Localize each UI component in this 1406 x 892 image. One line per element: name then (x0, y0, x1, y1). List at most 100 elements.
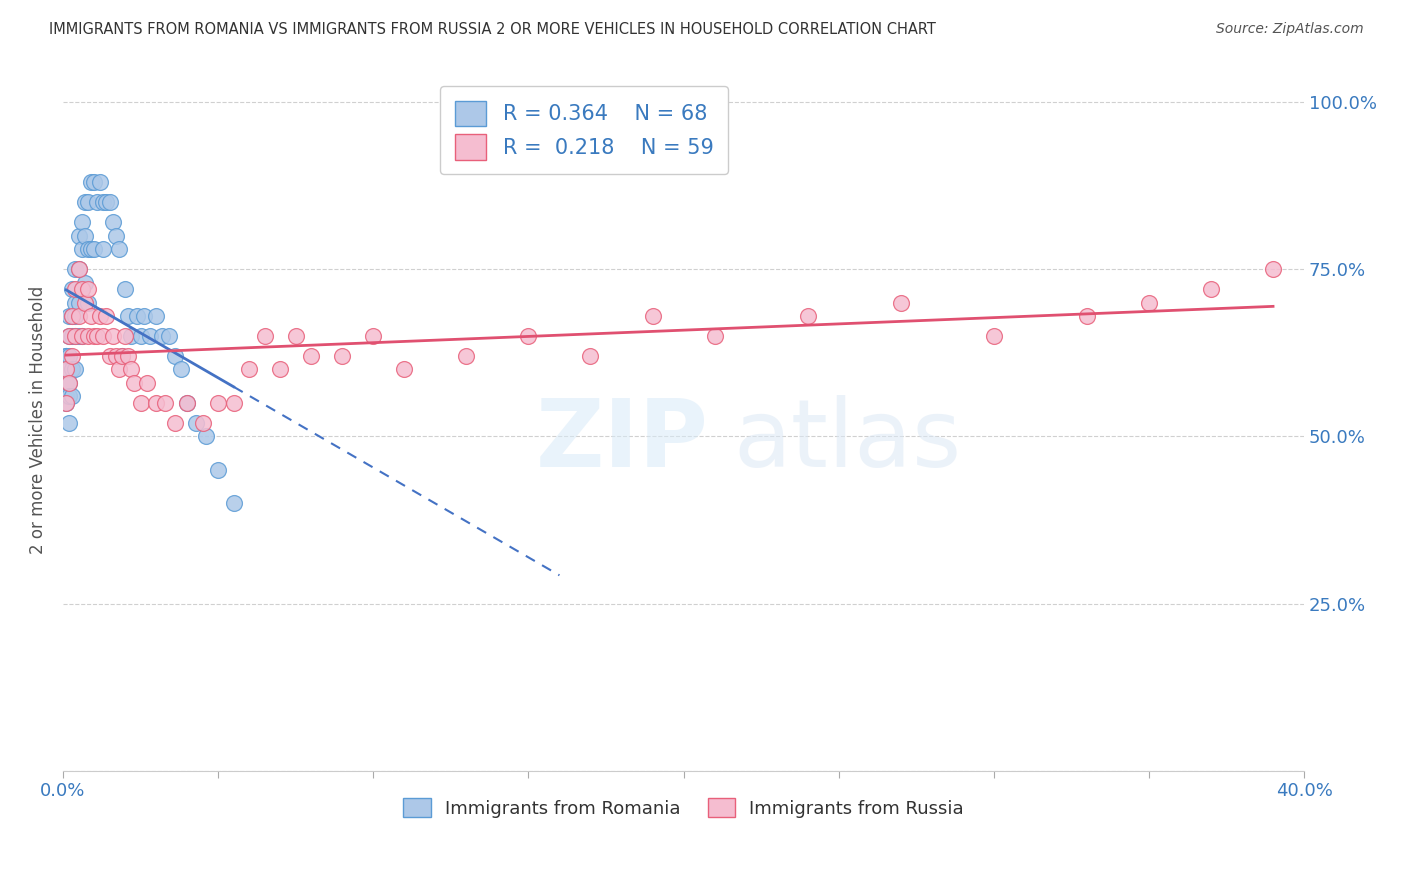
Point (104, 349, 127, 363)
Point (299, 349, 322, 363)
Point (60, 329, 83, 343)
Point (176, 396, 198, 410)
Point (796, 309, 818, 323)
Point (58, 329, 80, 343)
Point (55, 396, 77, 410)
Point (67, 309, 90, 323)
Point (93, 195, 115, 210)
Point (108, 242, 131, 256)
Point (58, 389, 80, 403)
Point (73, 228, 96, 243)
Point (145, 396, 167, 410)
Point (157, 329, 180, 343)
Point (65, 362, 87, 376)
Point (80, 309, 103, 323)
Point (55, 376, 77, 390)
Point (58, 329, 80, 343)
Point (93, 242, 115, 256)
Point (58, 376, 80, 390)
Point (70, 282, 93, 296)
Point (76, 242, 98, 256)
Point (238, 362, 260, 376)
Point (145, 309, 167, 323)
Point (132, 309, 155, 323)
Point (117, 349, 139, 363)
Point (222, 496, 245, 510)
Point (363, 329, 385, 343)
Point (55, 362, 77, 376)
Point (58, 349, 80, 363)
Point (60, 389, 83, 403)
Point (703, 329, 725, 343)
Point (65, 262, 87, 277)
Point (83, 329, 105, 343)
Point (96, 309, 118, 323)
Text: Source: ZipAtlas.com: Source: ZipAtlas.com (1216, 22, 1364, 37)
Point (70, 242, 93, 256)
Point (983, 329, 1005, 343)
Point (86, 195, 108, 210)
Text: IMMIGRANTS FROM ROMANIA VS IMMIGRANTS FROM RUSSIA 2 OR MORE VEHICLES IN HOUSEHOL: IMMIGRANTS FROM ROMANIA VS IMMIGRANTS FR… (49, 22, 936, 37)
Point (124, 376, 146, 390)
Point (65, 295, 87, 310)
Point (163, 416, 186, 430)
Point (80, 175, 103, 189)
Point (65, 282, 87, 296)
Point (55, 362, 77, 376)
Point (76, 282, 98, 296)
Point (67, 262, 90, 277)
Point (58, 376, 80, 390)
Point (65, 329, 87, 343)
Point (70, 215, 93, 229)
Point (194, 429, 217, 443)
Point (55, 389, 77, 403)
Text: ZIP: ZIP (536, 394, 709, 487)
Point (67, 262, 90, 277)
Point (456, 349, 478, 363)
Point (67, 329, 90, 343)
Point (65, 329, 87, 343)
Point (86, 329, 108, 343)
Point (139, 329, 162, 343)
Point (163, 349, 186, 363)
Point (176, 396, 198, 410)
Point (222, 396, 245, 410)
Point (101, 329, 124, 343)
Point (83, 242, 105, 256)
Point (641, 309, 664, 323)
Point (73, 195, 96, 210)
Point (55, 349, 77, 363)
Point (70, 329, 93, 343)
Point (111, 349, 134, 363)
Point (114, 329, 136, 343)
Point (150, 329, 173, 343)
Point (73, 276, 96, 290)
Point (80, 242, 103, 256)
Point (60, 349, 83, 363)
Point (284, 329, 307, 343)
Point (108, 362, 131, 376)
Point (253, 329, 276, 343)
Point (155, 396, 177, 410)
Point (517, 329, 540, 343)
Point (135, 376, 157, 390)
Point (89, 309, 111, 323)
Point (111, 349, 134, 363)
Point (98, 349, 121, 363)
Point (96, 195, 118, 210)
Point (269, 362, 291, 376)
Point (1261, 262, 1284, 277)
Point (55, 349, 77, 363)
Point (207, 463, 229, 477)
Point (117, 309, 139, 323)
Point (93, 329, 115, 343)
Point (170, 362, 193, 376)
Point (101, 215, 124, 229)
Point (207, 396, 229, 410)
Point (67, 228, 90, 243)
Point (60, 362, 83, 376)
Point (73, 295, 96, 310)
Point (1137, 295, 1160, 310)
Point (1199, 282, 1222, 296)
Point (60, 309, 83, 323)
